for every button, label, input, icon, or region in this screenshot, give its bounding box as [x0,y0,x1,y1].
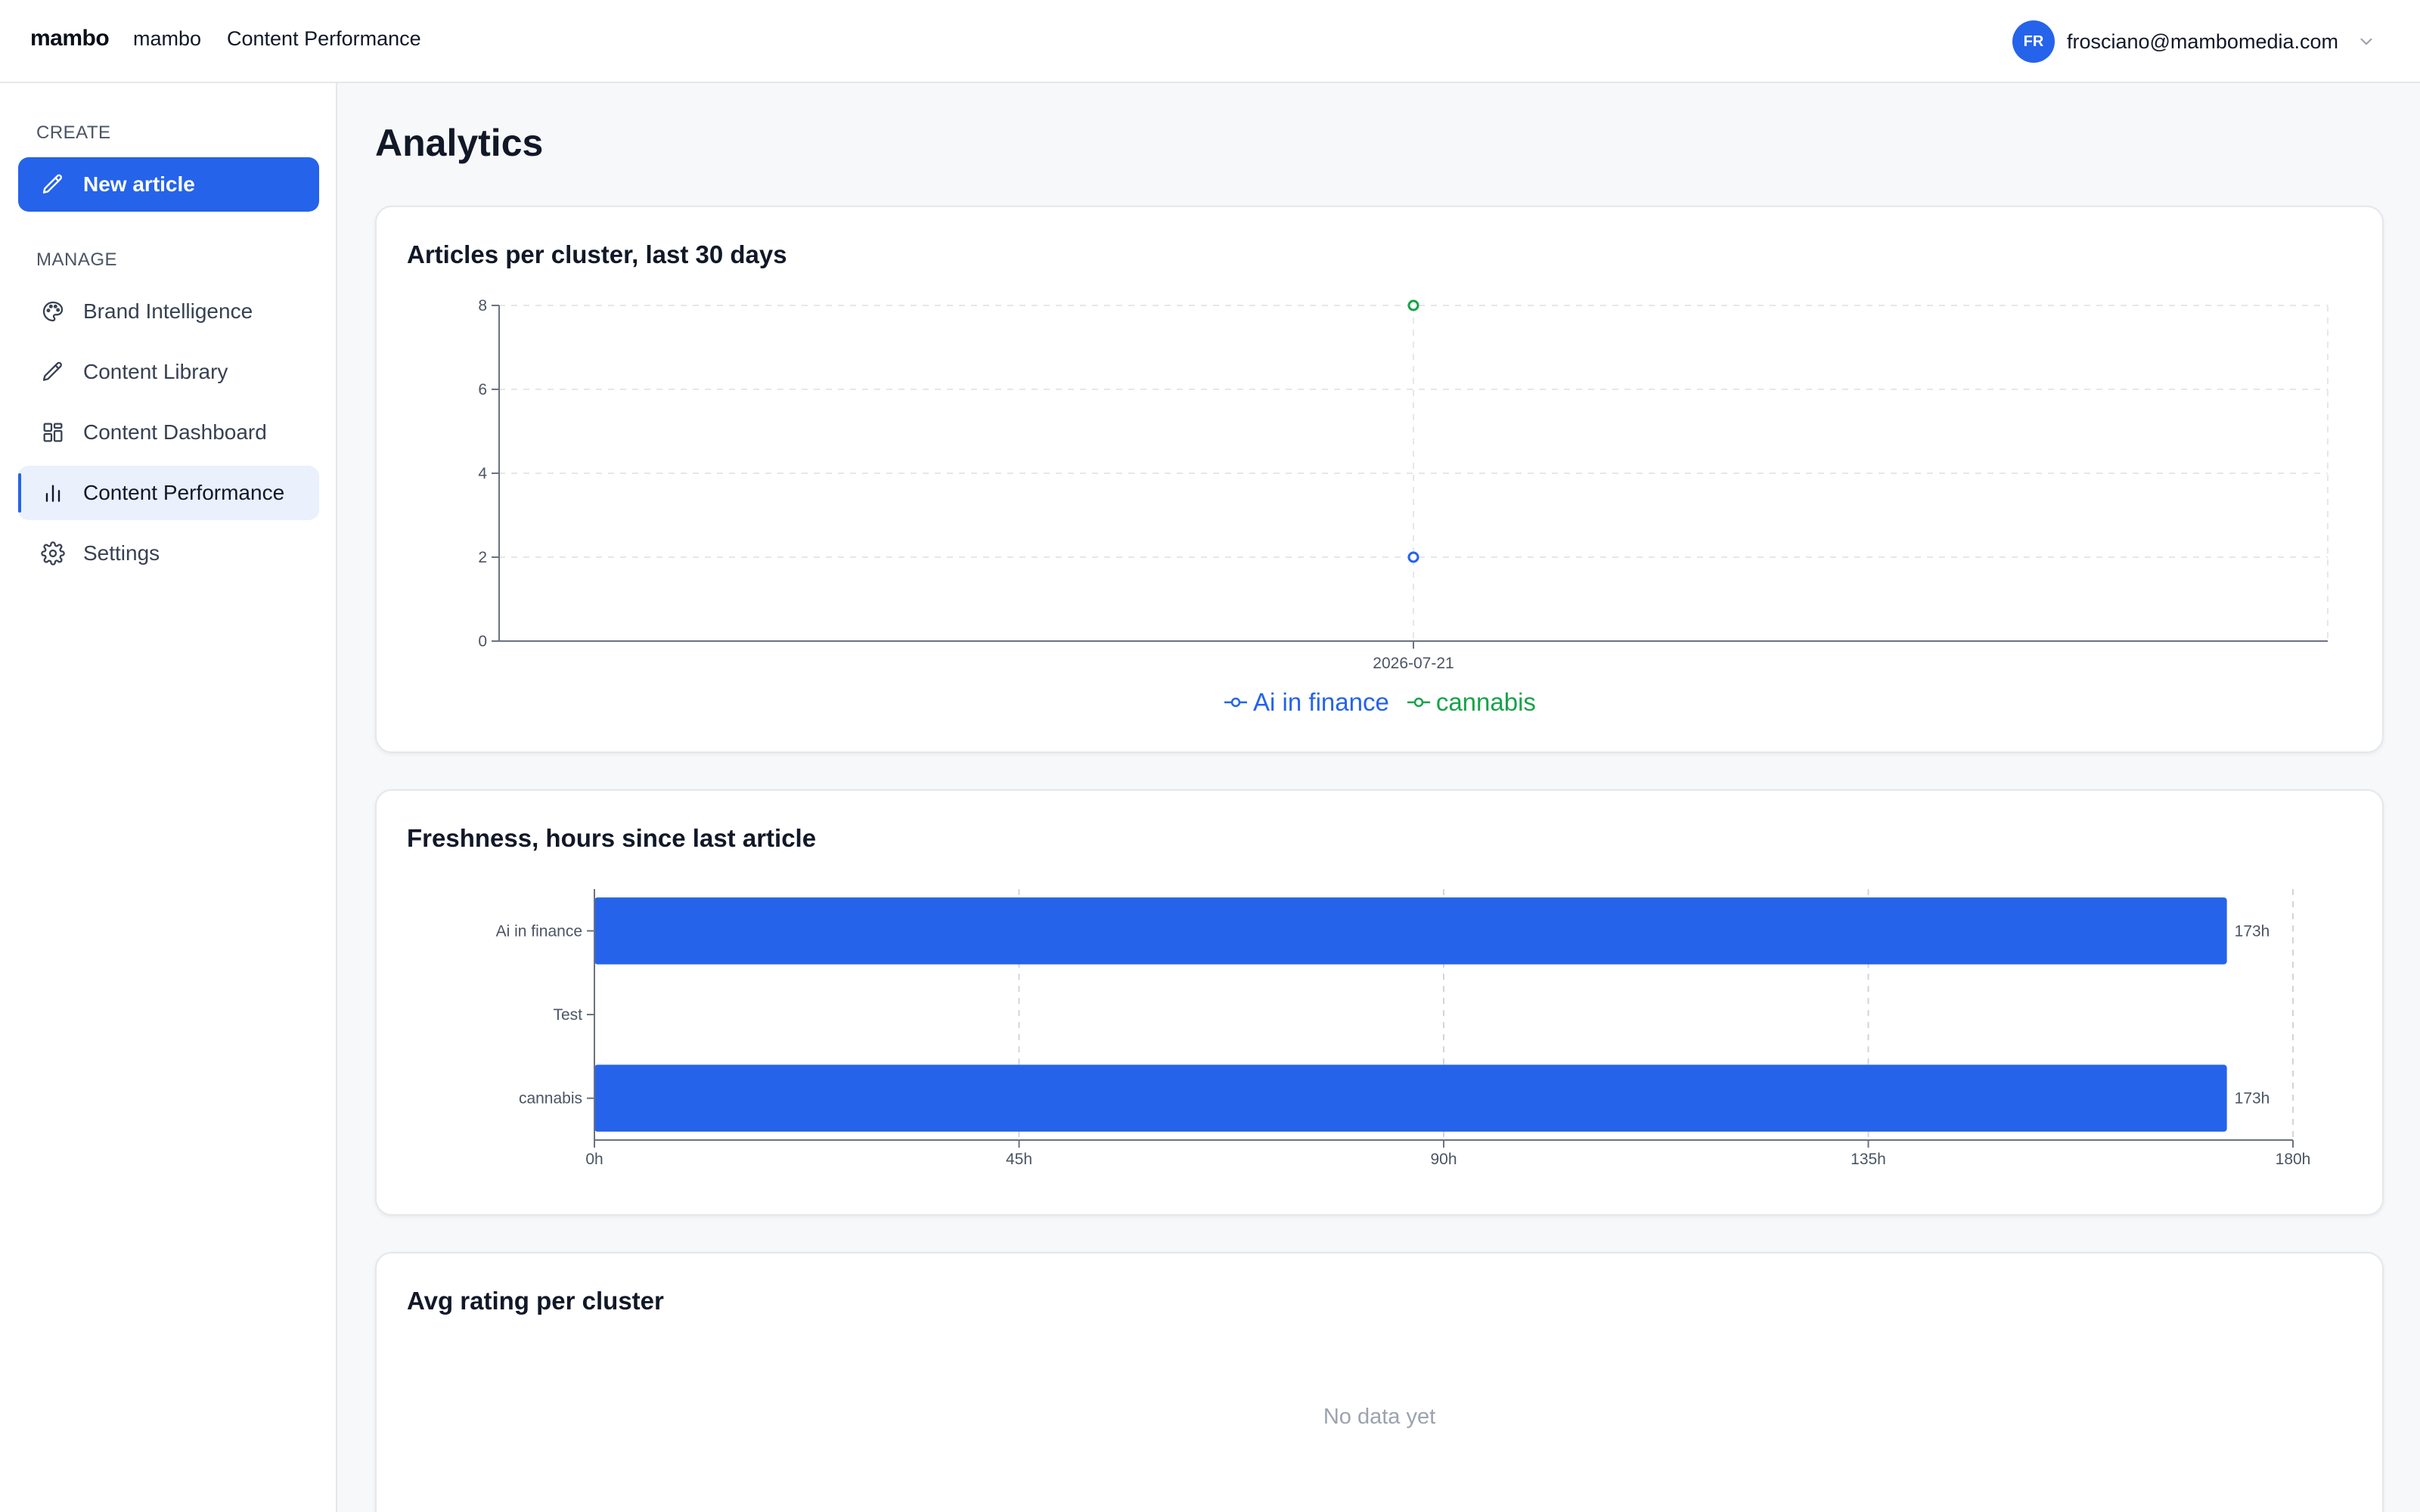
sidebar-item-label: Brand Intelligence [83,299,253,323]
page-title: Analytics [375,122,544,164]
top-bar: mambo mambo Content Performance FR frosc… [0,0,2420,83]
sidebar-item-label: Content Library [83,360,228,383]
x-tick-label: 45h [1006,1151,1032,1168]
breadcrumb-workspace[interactable]: mambo [133,27,202,50]
avg-rating-card: Avg rating per cluster No data yet [375,1252,2384,1512]
y-tick-label: 8 [478,297,487,314]
bar [594,897,2227,965]
section-label-create: CREATE [36,122,111,143]
sidebar-item-brand-intelligence[interactable]: Brand Intelligence [18,284,319,339]
sidebar-item-content-library[interactable]: Content Library [18,345,319,399]
card-title: Avg rating per cluster [407,1287,664,1315]
legend-item-ai-in-finance[interactable]: Ai in finance [1223,688,1389,717]
palette-icon [41,299,65,324]
avatar[interactable]: FR [2012,20,2055,63]
x-tick-label: 0h [585,1151,603,1168]
data-point [1407,299,1419,311]
bar [594,1064,2227,1132]
articles-per-cluster-card: Articles per cluster, last 30 days 0 2 4 6 8… [375,206,2384,753]
y-tick-label: Ai in finance [496,922,582,940]
sidebar-item-label: Settings [83,541,160,565]
bar-chart-icon [41,481,65,505]
legend-line-marker-icon [1224,697,1248,708]
legend-label: cannabis [1435,688,1536,716]
card-title: Freshness, hours since last article [407,824,817,852]
empty-state-text: No data yet [1323,1405,1436,1429]
user-menu[interactable]: FR frosciano@mambomedia.com [2012,20,2376,63]
sidebar-item-content-dashboard[interactable]: Content Dashboard [18,405,319,460]
new-article-button[interactable]: New article [18,157,319,212]
bar-value-label: 173h [2235,1090,2270,1108]
y-tick-label: Test [553,1006,582,1024]
x-tick-label: 90h [1430,1151,1457,1168]
articles-line-chart: 0 2 4 6 8 2026-07-21 [478,297,2328,672]
sidebar-item-label: Content Dashboard [83,420,267,444]
sidebar-item-content-performance[interactable]: Content Performance [18,466,319,520]
freshness-bar-chart: 0h 45h 90h 135h 180h Ai in finance 173h Test can… [496,889,2311,1168]
x-tick-label: 135h [1851,1151,1886,1168]
x-tick-label: 180h [2276,1151,2311,1168]
legend-label: Ai in finance [1253,688,1389,716]
card-title: Articles per cluster, last 30 days [407,240,787,268]
sidebar: CREATE New article MANAGE Brand Intellig… [0,83,337,1512]
freshness-card: Freshness, hours since last article 0h 45… [375,789,2384,1216]
breadcrumb-current-page: Content Performance [227,27,421,50]
brand-logo[interactable]: mambo [30,26,110,51]
y-tick-label: cannabis [519,1090,582,1108]
legend-line-marker-icon [1407,697,1430,708]
section-label-manage: MANAGE [36,249,118,270]
pencil-icon [41,360,65,384]
sidebar-item-settings[interactable]: Settings [18,526,319,581]
x-tick-label: 2026-07-21 [1373,655,1454,672]
chevron-down-icon[interactable] [2356,32,2376,51]
legend-item-cannabis[interactable]: cannabis [1406,688,1536,717]
y-tick-label: 6 [478,381,487,398]
y-tick-label: 0 [478,633,487,650]
new-article-label: New article [83,172,195,196]
bar-value-label: 173h [2235,922,2270,940]
gear-icon [41,541,65,565]
pencil-icon [41,172,65,197]
user-email[interactable]: frosciano@mambomedia.com [2066,29,2338,53]
y-tick-label: 2 [478,549,487,566]
chart-legend: Ai in finance cannabis [377,688,2382,717]
y-tick-label: 4 [478,465,487,482]
data-point [1407,551,1419,563]
sidebar-item-label: Content Performance [83,481,285,504]
dashboard-grid-icon [41,420,65,445]
